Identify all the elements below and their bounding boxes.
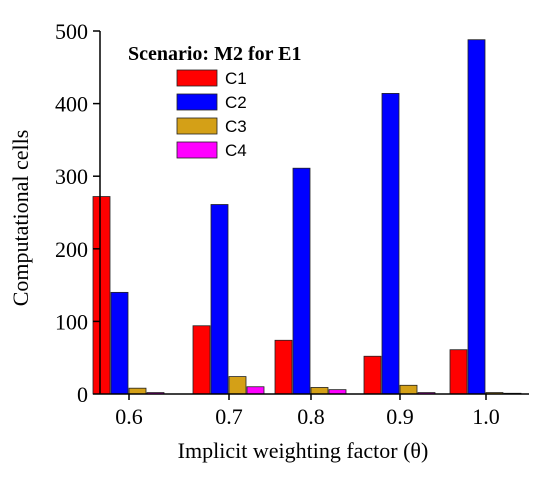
bar-c1-0-6 xyxy=(92,196,111,395)
bar-c3-0-9 xyxy=(399,384,418,395)
legend-label-c3: C3 xyxy=(225,117,247,136)
axes-layer xyxy=(99,31,529,395)
x-tick-label: 0.8 xyxy=(297,404,325,429)
y-tick-label: 400 xyxy=(55,92,88,117)
bar-c4-0-7 xyxy=(246,386,265,395)
y-tick-label: 200 xyxy=(55,237,88,262)
bar-c3-0-7 xyxy=(228,376,247,395)
legend-swatch-c3 xyxy=(176,117,218,135)
y-axis-label: Computational cells xyxy=(8,130,33,307)
bars-layer xyxy=(92,39,522,395)
bar-c3-0-6 xyxy=(128,387,147,395)
bar-c1-0-8 xyxy=(274,339,293,395)
legend-swatch-c4 xyxy=(176,141,218,159)
x-tick-label: 0.9 xyxy=(386,404,414,429)
y-tick-label: 500 xyxy=(55,19,88,44)
bar-c2-0-8 xyxy=(292,167,311,395)
x-tick-label: 0.6 xyxy=(115,404,143,429)
bar-c1-0-9 xyxy=(363,355,382,395)
legend-swatch-c1 xyxy=(176,69,218,87)
chart-title: Scenario: M2 for E1 xyxy=(128,43,302,65)
y-tick-label: 0 xyxy=(77,382,88,407)
bar-c2-0-9 xyxy=(381,93,400,395)
x-axis-label: Implicit weighting factor (θ) xyxy=(178,438,429,463)
legend-label-c1: C1 xyxy=(225,69,247,88)
x-tick-label: 1.0 xyxy=(472,404,500,429)
bar-c2-0-6 xyxy=(110,291,129,395)
legend-swatch-c2 xyxy=(176,93,218,111)
x-tick-label: 0.7 xyxy=(215,404,243,429)
legend: C1 C2 C3 C4 xyxy=(176,69,247,160)
y-tick-label: 100 xyxy=(55,309,88,334)
bar-c1-0-7 xyxy=(192,325,211,395)
bar-c1-1-0 xyxy=(449,349,468,395)
x-ticks: 0.6 0.7 0.8 0.9 1.0 xyxy=(115,394,500,429)
bar-c3-0-8 xyxy=(310,387,329,395)
y-ticks: 0 100 200 300 400 500 xyxy=(55,19,100,407)
bar-c2-0-7 xyxy=(210,204,229,395)
y-tick-label: 300 xyxy=(55,164,88,189)
legend-label-c2: C2 xyxy=(225,93,247,112)
bar-c2-1-0 xyxy=(467,39,486,395)
legend-label-c4: C4 xyxy=(225,141,247,160)
